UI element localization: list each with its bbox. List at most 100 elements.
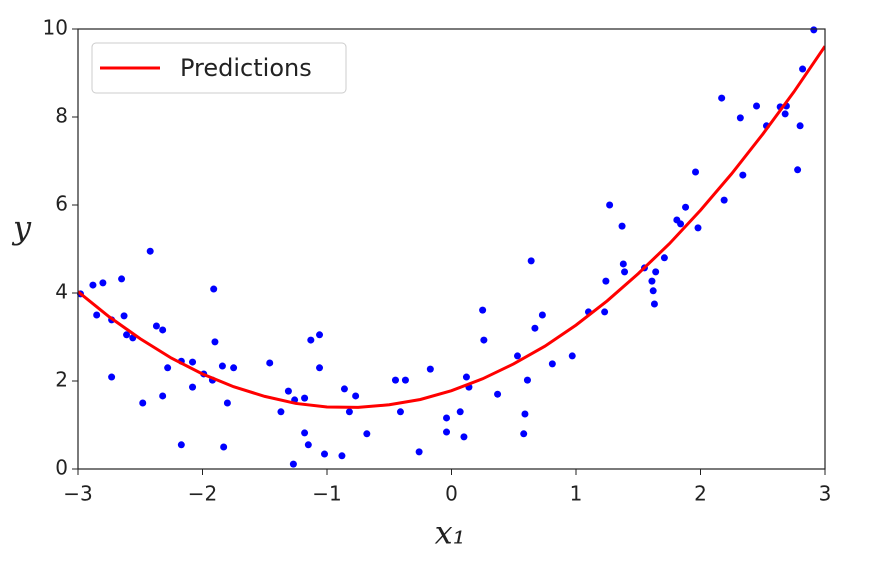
data-point [211, 338, 219, 346]
data-point [108, 373, 116, 381]
data-point [810, 26, 818, 34]
data-point [220, 443, 228, 451]
data-point [739, 171, 747, 179]
data-point [321, 450, 329, 458]
data-point [223, 399, 231, 407]
data-point [146, 247, 154, 255]
data-point [316, 364, 324, 372]
data-point [648, 277, 656, 285]
data-point [456, 408, 464, 416]
data-point [289, 460, 297, 468]
data-point [650, 300, 658, 308]
data-point [460, 433, 468, 441]
data-point [340, 385, 348, 393]
y-tick-label: 10 [43, 16, 68, 40]
data-point [568, 352, 576, 360]
data-point [123, 331, 131, 339]
data-point [527, 257, 535, 265]
data-point [462, 373, 470, 381]
data-point [301, 394, 309, 402]
data-point [401, 376, 409, 384]
data-point [230, 364, 238, 372]
data-point [99, 279, 107, 287]
y-tick-label: 0 [55, 456, 68, 480]
data-point [426, 365, 434, 373]
y-tick-label: 2 [55, 368, 68, 392]
x-tick-label: 2 [694, 482, 707, 506]
data-point [284, 387, 292, 395]
data-point [718, 94, 726, 102]
data-point [266, 359, 274, 367]
data-point [781, 110, 789, 118]
data-point [794, 166, 802, 174]
data-point [338, 452, 346, 460]
data-point [415, 448, 423, 456]
data-point [602, 277, 610, 285]
data-point [521, 410, 529, 418]
data-point [692, 168, 700, 176]
data-point [164, 364, 172, 372]
y-tick-label: 8 [55, 104, 68, 128]
data-point [391, 376, 399, 384]
data-point [618, 222, 626, 230]
data-point [189, 383, 197, 391]
y-axis-label: y [11, 209, 32, 247]
data-point [120, 312, 128, 320]
data-point [531, 324, 539, 332]
x-tick-label: −1 [312, 482, 341, 506]
data-point [601, 308, 609, 316]
data-point [345, 408, 353, 416]
data-point [316, 331, 324, 339]
data-point [548, 360, 556, 368]
x-tick-label: −2 [188, 482, 217, 506]
data-point [480, 336, 488, 344]
data-point [89, 281, 97, 289]
data-point [736, 114, 744, 122]
data-point [753, 102, 761, 110]
data-point [93, 311, 101, 319]
data-point [177, 441, 185, 449]
data-point [396, 408, 404, 416]
data-point [538, 311, 546, 319]
data-point [118, 275, 126, 283]
data-point [189, 358, 197, 366]
data-point [677, 220, 685, 228]
data-point [301, 429, 309, 437]
legend-label: Predictions [180, 54, 312, 82]
data-point [606, 201, 614, 209]
data-point [443, 414, 451, 422]
data-point [479, 306, 487, 314]
x-tick-label: 0 [445, 482, 458, 506]
data-point [218, 362, 226, 370]
data-point [796, 122, 804, 130]
x-tick-label: −3 [63, 482, 92, 506]
data-point [694, 224, 702, 232]
data-point [363, 430, 371, 438]
data-point [720, 196, 728, 204]
data-point [159, 392, 167, 400]
data-point [304, 441, 312, 449]
data-point [682, 203, 690, 211]
prediction-line [78, 45, 825, 409]
data-point [152, 322, 160, 330]
data-point [649, 287, 657, 295]
y-tick-label: 6 [55, 192, 68, 216]
x-axis-label: x₁ [435, 514, 466, 552]
data-point [307, 336, 315, 344]
x-tick-label: 3 [819, 482, 832, 506]
data-point [523, 376, 531, 384]
data-point [652, 268, 660, 276]
y-tick-label: 4 [55, 280, 68, 304]
data-point [494, 390, 502, 398]
plot-frame [77, 28, 826, 470]
legend-box [91, 42, 347, 94]
data-point [513, 352, 521, 360]
x-tick-label: 1 [570, 482, 583, 506]
data-point [621, 268, 629, 276]
data-point [139, 399, 147, 407]
data-point [520, 430, 528, 438]
data-point [352, 392, 360, 400]
data-point [799, 65, 807, 73]
data-point [443, 428, 451, 436]
